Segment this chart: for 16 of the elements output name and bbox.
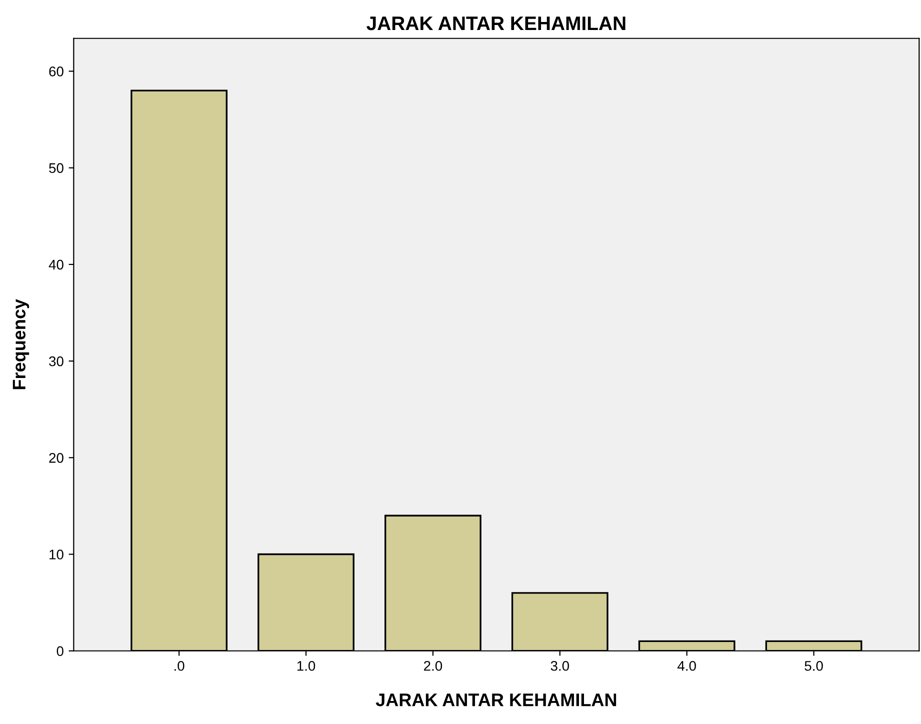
y-tick-label: 20 — [49, 452, 64, 463]
x-tick-label: 2.0 — [424, 660, 442, 671]
x-tick-label: 1.0 — [297, 660, 316, 671]
y-tick-label: 60 — [49, 66, 64, 76]
x-tick-label: 5.0 — [804, 660, 823, 671]
x-tick-label: 4.0 — [678, 660, 696, 671]
x-tick-label: .0 — [174, 660, 184, 671]
y-tick-label: 40 — [48, 260, 64, 270]
chart-title: JARAK ANTAR KEHAMILAN — [366, 16, 626, 30]
x-axis-title: JARAK ANTAR KEHAMILAN — [376, 694, 616, 706]
y-tick-label: 0 — [56, 646, 64, 656]
x-tick-label: 3.0 — [550, 660, 570, 671]
y-tick-label: 50 — [49, 163, 64, 173]
y-tick-label: 30 — [49, 356, 64, 366]
y-axis-title: Frequency — [12, 299, 30, 390]
y-tick-label: 10 — [50, 550, 64, 560]
